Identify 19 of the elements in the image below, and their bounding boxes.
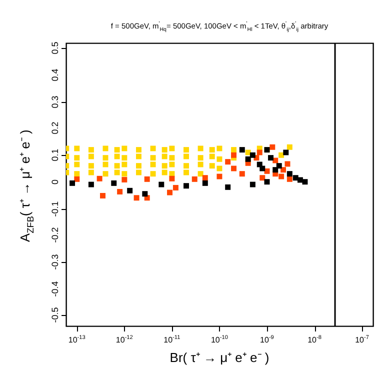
y-tick-label: -0.2	[50, 227, 60, 243]
y-tick-label: -0.4	[50, 280, 60, 296]
y-tick-label: 0	[50, 179, 60, 184]
y-tick-label: -0.3	[50, 254, 60, 270]
x-tick-label: 10$^{-8}$	[308, 334, 322, 346]
y-tick-label: 0.4	[50, 68, 60, 82]
x-tick-label: 10$^{-10}$	[210, 334, 228, 346]
y-tick-label: -0.1	[50, 200, 60, 216]
x-tick-label: 10$^{-12}$	[116, 334, 133, 346]
y-tick-label: 0.3	[50, 95, 60, 108]
x-tick-label: 10$^{-13}$	[68, 334, 86, 346]
x-axis-title: Br( τ⁺ → μ⁺ e⁺ e⁻ )	[168, 349, 270, 366]
x-tick-label: 10$^{-9}$	[260, 334, 274, 346]
x-tick-label: 10$^{-11}$	[164, 334, 180, 346]
y-tick-label: 0.2	[50, 122, 60, 135]
x-tick-label: 10$^{-7}$	[355, 334, 369, 346]
y-tick-label: 0.1	[50, 148, 60, 162]
y-tick-label: 0.5	[50, 42, 60, 55]
y-tick-label: -0.5	[50, 308, 60, 324]
